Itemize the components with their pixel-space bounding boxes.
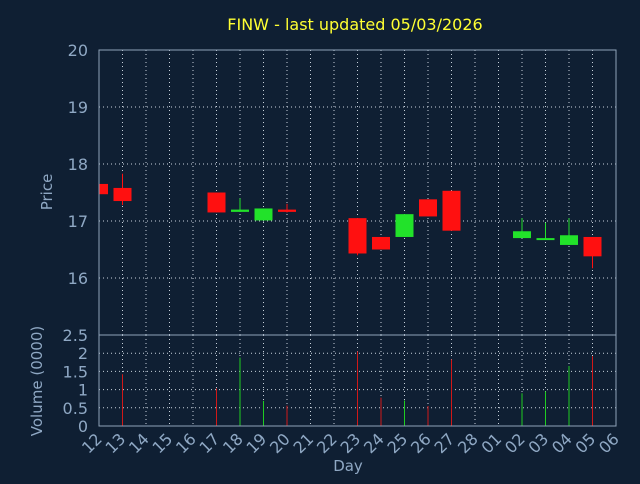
candle-body bbox=[254, 208, 273, 221]
candle-body bbox=[231, 209, 249, 212]
candle-body bbox=[419, 199, 437, 217]
candle-body bbox=[536, 238, 555, 241]
volume-tick-label: 1.5 bbox=[63, 362, 88, 381]
chart-title: FINW - last updated 05/03/2026 bbox=[227, 15, 482, 34]
price-grid bbox=[99, 50, 616, 335]
price-tick-label: 20 bbox=[68, 41, 88, 60]
day-axis-ticks: 1213141516171819202122232425262728010203… bbox=[78, 429, 623, 457]
candle-body bbox=[442, 190, 461, 231]
candle-body bbox=[372, 236, 390, 250]
volume-tick-label: 0.5 bbox=[63, 399, 88, 418]
volume-axis-ticks: 2.521.510.50 bbox=[63, 326, 88, 436]
day-axis-title: Day bbox=[333, 457, 363, 475]
price-plot-frame bbox=[98, 49, 617, 336]
candle-body bbox=[113, 187, 132, 202]
price-tick-label: 17 bbox=[68, 212, 88, 231]
price-tick-label: 19 bbox=[68, 98, 88, 117]
candle-body bbox=[395, 214, 414, 237]
candle-body bbox=[348, 218, 367, 254]
day-tick-label: 06 bbox=[595, 429, 623, 457]
volume-tick-label: 0 bbox=[78, 417, 88, 436]
candle-body bbox=[513, 231, 531, 239]
price-axis-ticks: 20 19 18 17 16 bbox=[68, 41, 88, 288]
candle-body bbox=[583, 236, 602, 257]
volume-tick-label: 2 bbox=[78, 344, 88, 363]
price-tick-label: 16 bbox=[68, 269, 88, 288]
candle-body bbox=[99, 183, 108, 195]
volume-tick-label: 1 bbox=[78, 381, 88, 400]
price-candles bbox=[98, 173, 602, 269]
candle-body bbox=[278, 209, 296, 212]
volume-plot-frame bbox=[98, 334, 617, 427]
price-tick-label: 18 bbox=[68, 155, 88, 174]
volume-tick-label: 2.5 bbox=[63, 326, 88, 345]
candle-body bbox=[560, 235, 578, 245]
candle-body bbox=[207, 192, 226, 213]
volume-bars bbox=[122, 351, 593, 426]
volume-axis-title: Volume (0000) bbox=[28, 326, 46, 436]
price-axis-title: Price bbox=[38, 174, 56, 211]
